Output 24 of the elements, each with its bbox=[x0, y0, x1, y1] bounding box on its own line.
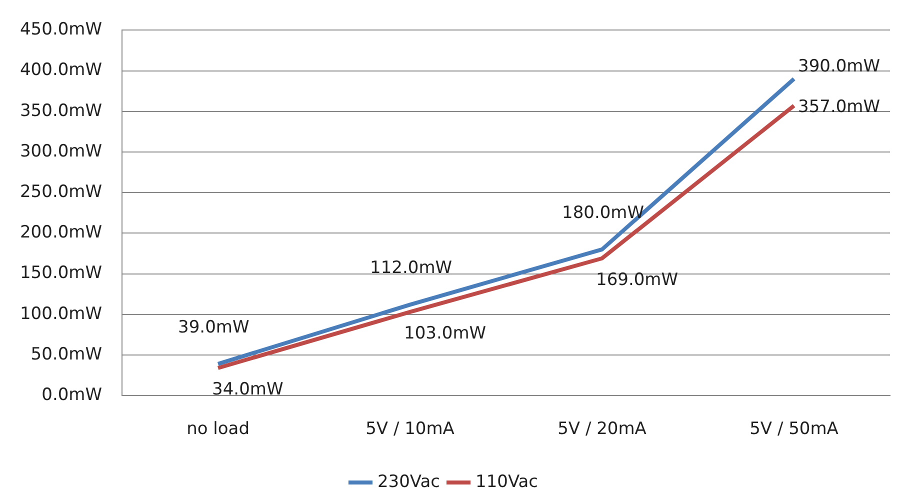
data-label: 357.0mW bbox=[798, 97, 880, 118]
data-label: 34.0mW bbox=[212, 379, 284, 400]
legend-label: 230Vac bbox=[377, 472, 440, 492]
y-tick-label: 50.0mW bbox=[30, 344, 102, 364]
y-tick-label: 250.0mW bbox=[20, 182, 102, 202]
data-label: 112.0mW bbox=[370, 258, 452, 278]
x-tick-label: 5V / 20mA bbox=[558, 419, 647, 440]
data-label: 390.0mW bbox=[798, 56, 880, 76]
y-tick-label: 0.0mW bbox=[42, 385, 102, 406]
data-label: 169.0mW bbox=[596, 270, 678, 290]
legend-label: 110Vac bbox=[476, 472, 538, 492]
y-tick-label: 150.0mW bbox=[20, 263, 102, 284]
x-tick-label: 5V / 50mA bbox=[750, 419, 839, 440]
data-label: 180.0mW bbox=[562, 202, 644, 223]
data-label: 39.0mW bbox=[178, 317, 250, 338]
y-tick-label: 200.0mW bbox=[20, 222, 102, 243]
x-tick-label: no load bbox=[186, 419, 250, 440]
y-tick-label: 450.0mW bbox=[20, 20, 102, 40]
y-tick-label: 400.0mW bbox=[20, 60, 102, 80]
data-label: 103.0mW bbox=[404, 323, 486, 344]
x-tick-label: 5V / 10mA bbox=[366, 419, 455, 440]
y-tick-label: 350.0mW bbox=[20, 100, 102, 121]
y-tick-label: 300.0mW bbox=[20, 141, 102, 162]
y-tick-label: 100.0mW bbox=[20, 304, 102, 324]
